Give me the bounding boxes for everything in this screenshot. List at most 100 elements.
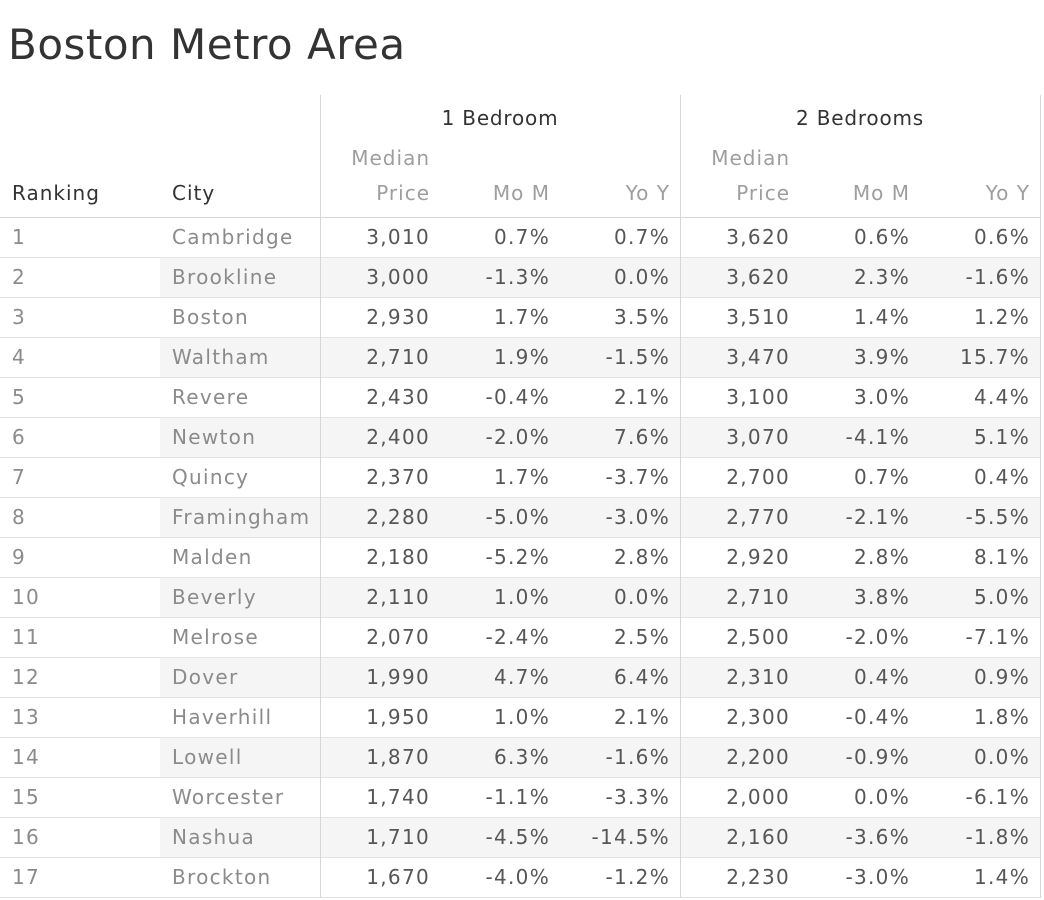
bed1-median-price-cell: 3,000 — [320, 258, 440, 297]
bed2-mom-cell: 2.8% — [853, 545, 910, 569]
ranking-cell: 3 — [12, 305, 27, 329]
bed1-mom-cell: 4.7% — [440, 658, 560, 697]
bed2-yoy-cell: 0.4% — [973, 465, 1030, 489]
ranking-cell: 5 — [12, 385, 27, 409]
bed2-mom-cell: 1.4% — [853, 305, 910, 329]
bed1-mom-cell: -4.5% — [440, 818, 560, 857]
bed2-median-price-cell: 2,770 — [680, 498, 800, 537]
bed2-mom-cell: 2.3% — [800, 258, 920, 297]
table-row[interactable]: 9 Malden 2,180 -5.2% 2.8% 2,920 2.8% 8.1… — [0, 538, 1040, 578]
table-row[interactable]: 15 Worcester 1,740 -1.1% -3.3% 2,000 0.0… — [0, 778, 1040, 818]
bed2-median-price-cell: 2,710 — [680, 578, 800, 617]
city-cell: Nashua — [160, 818, 320, 857]
ranking-cell: 10 — [12, 585, 41, 609]
bed2-yoy-cell: 1.2% — [973, 305, 1030, 329]
bed1-median-price-cell: 2,400 — [320, 418, 440, 457]
bed1-median-price-cell: 1,990 — [320, 658, 440, 697]
table-body: 1 Cambridge 3,010 0.7% 0.7% 3,620 0.6% 0… — [0, 218, 1040, 898]
table-row[interactable]: 7 Quincy 2,370 1.7% -3.7% 2,700 0.7% 0.4… — [0, 458, 1040, 498]
bed1-mom-cell: -5.0% — [440, 498, 560, 537]
table-row[interactable]: 3 Boston 2,930 1.7% 3.5% 3,510 1.4% 1.2% — [0, 298, 1040, 338]
bed2-yoy-cell: 8.1% — [973, 545, 1030, 569]
bed1-mom-cell: 1.7% — [493, 465, 550, 489]
ranking-cell: 14 — [12, 745, 41, 769]
table-row[interactable]: 16 Nashua 1,710 -4.5% -14.5% 2,160 -3.6%… — [0, 818, 1040, 858]
bed2-mom-cell: -3.6% — [800, 818, 920, 857]
bed1-yoy-cell: 2.5% — [613, 625, 670, 649]
ranking-cell: 9 — [12, 545, 27, 569]
bed2-median-price-cell: 2,000 — [726, 785, 790, 809]
bed2-median-price-cell: 3,470 — [680, 338, 800, 377]
table-row[interactable]: 10 Beverly 2,110 1.0% 0.0% 2,710 3.8% 5.… — [0, 578, 1040, 618]
bed2-yoy-cell: 15.7% — [920, 338, 1040, 377]
column-group-1-bedroom: 1 Bedroom — [441, 106, 559, 130]
bed2-yoy-cell: 1.8% — [973, 705, 1030, 729]
bed1-median-price-cell: 3,010 — [366, 225, 430, 249]
ranking-cell: 8 — [12, 505, 27, 529]
city-cell: Framingham — [160, 498, 320, 537]
table-row[interactable]: 4 Waltham 2,710 1.9% -1.5% 3,470 3.9% 15… — [0, 338, 1040, 378]
bed2-yoy-cell: -1.8% — [920, 818, 1040, 857]
bed1-median-price-cell: 2,710 — [320, 338, 440, 377]
bed2-yoy-cell: -7.1% — [965, 625, 1030, 649]
bed1-yoy-cell: 2.8% — [613, 545, 670, 569]
section-divider-2-bedrooms — [680, 95, 681, 898]
table-row[interactable]: 2 Brookline 3,000 -1.3% 0.0% 3,620 2.3% … — [0, 258, 1040, 298]
city-cell: Cambridge — [172, 225, 294, 249]
bed2-median-price-cell: 2,700 — [726, 465, 790, 489]
bed1-yoy-cell: -3.3% — [605, 785, 670, 809]
bed1-mom-cell: -2.0% — [440, 418, 560, 457]
bed2-mom-cell: -4.1% — [800, 418, 920, 457]
bed2-mom-cell: 3.0% — [853, 385, 910, 409]
bed1-mom-cell: 1.0% — [493, 705, 550, 729]
bed1-mom-cell: -4.0% — [485, 865, 550, 889]
bed2-median-price-cell: 2,920 — [726, 545, 790, 569]
city-cell: Brockton — [172, 865, 272, 889]
bed1-yoy-cell: -1.2% — [605, 865, 670, 889]
column-header-ranking: Ranking — [12, 181, 100, 205]
bed1-yoy-cell: 0.0% — [560, 578, 680, 617]
bed2-yoy-cell: -5.5% — [920, 498, 1040, 537]
bed1-yoy-cell: 0.7% — [613, 225, 670, 249]
bed2-median-price-cell: 2,310 — [680, 658, 800, 697]
column-header-city: City — [172, 181, 216, 205]
bed1-median-price-cell: 2,930 — [366, 305, 430, 329]
ranking-cell: 13 — [12, 705, 41, 729]
bed2-yoy-cell: -6.1% — [965, 785, 1030, 809]
bed2-yoy-cell: 0.9% — [920, 658, 1040, 697]
bed1-yoy-cell: 3.5% — [613, 305, 670, 329]
section-divider-right-edge — [1040, 95, 1041, 898]
bed2-mom-cell: -0.9% — [800, 738, 920, 777]
bed1-yoy-cell: 7.6% — [560, 418, 680, 457]
bed1-median-price-cell: 2,070 — [366, 625, 430, 649]
table-row[interactable]: 11 Melrose 2,070 -2.4% 2.5% 2,500 -2.0% … — [0, 618, 1040, 658]
table-row[interactable]: 12 Dover 1,990 4.7% 6.4% 2,310 0.4% 0.9% — [0, 658, 1040, 698]
city-cell: Malden — [172, 545, 253, 569]
ranking-cell: 17 — [12, 865, 41, 889]
bed1-median-price-cell: 1,870 — [320, 738, 440, 777]
table-row[interactable]: 5 Revere 2,430 -0.4% 2.1% 3,100 3.0% 4.4… — [0, 378, 1040, 418]
bed1-median-price-cell: 2,180 — [366, 545, 430, 569]
table-row[interactable]: 13 Haverhill 1,950 1.0% 2.1% 2,300 -0.4%… — [0, 698, 1040, 738]
table-row[interactable]: 14 Lowell 1,870 6.3% -1.6% 2,200 -0.9% 0… — [0, 738, 1040, 778]
ranking-cell: 15 — [12, 785, 41, 809]
table-row[interactable]: 17 Brockton 1,670 -4.0% -1.2% 2,230 -3.0… — [0, 858, 1040, 898]
city-cell: Newton — [160, 418, 320, 457]
ranking-cell: 6 — [12, 425, 27, 449]
report-title: Boston Metro Area — [8, 20, 406, 69]
column-header-bed2-median-price: Median Price — [711, 146, 790, 205]
bed1-mom-cell: -1.3% — [440, 258, 560, 297]
table-row[interactable]: 8 Framingham 2,280 -5.0% -3.0% 2,770 -2.… — [0, 498, 1040, 538]
table-row[interactable]: 6 Newton 2,400 -2.0% 7.6% 3,070 -4.1% 5.… — [0, 418, 1040, 458]
city-cell: Dover — [160, 658, 320, 697]
bed2-mom-cell: 3.8% — [800, 578, 920, 617]
bed2-yoy-cell: 5.1% — [920, 418, 1040, 457]
city-cell: Haverhill — [172, 705, 273, 729]
bed2-median-price-cell: 2,200 — [680, 738, 800, 777]
bed1-yoy-cell: -14.5% — [560, 818, 680, 857]
bed2-yoy-cell: -1.6% — [920, 258, 1040, 297]
bed2-mom-cell: 3.9% — [800, 338, 920, 377]
table-row[interactable]: 1 Cambridge 3,010 0.7% 0.7% 3,620 0.6% 0… — [0, 218, 1040, 258]
ranking-cell: 16 — [12, 825, 41, 849]
bed2-mom-cell: -2.1% — [800, 498, 920, 537]
